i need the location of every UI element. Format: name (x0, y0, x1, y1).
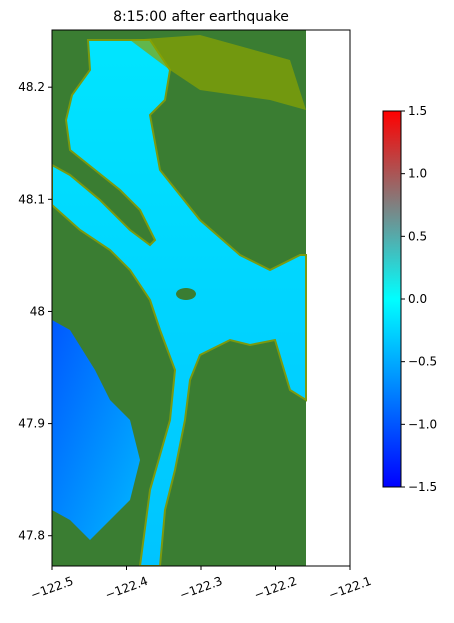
island (176, 288, 196, 300)
x-tick-label: −122.5 (29, 574, 76, 602)
y-tick-label: 48 (30, 304, 45, 318)
colorbar: −1.5 −1.0 −0.5 0.0 0.5 1.0 1.5 (382, 104, 437, 494)
y-tick-label: 47.8 (18, 529, 45, 543)
colorbar-tick-label: 1.0 (408, 167, 427, 181)
x-tick-label: −122.4 (103, 574, 150, 602)
colorbar-tick-label: −1.0 (408, 417, 437, 431)
colorbar-tick-label: −0.5 (408, 355, 437, 369)
colorbar-tick-label: −1.5 (408, 480, 437, 494)
water-deep (52, 320, 140, 540)
colorbar-scale (382, 110, 402, 488)
y-tick-label: 47.9 (18, 417, 45, 431)
colorbar-tick-label: 1.5 (408, 104, 427, 118)
x-tick-label: −122.3 (178, 574, 225, 602)
colorbar-tick-label: 0.5 (408, 229, 427, 243)
chart-title: 8:15:00 after earthquake (113, 9, 289, 25)
colorbar-tick-label: 0.0 (408, 292, 427, 306)
map-image (52, 30, 307, 566)
water (52, 39, 307, 566)
x-tick-label: −122.2 (252, 574, 299, 602)
y-tick-label: 48.1 (18, 192, 45, 206)
x-tick-label: −122.1 (327, 574, 374, 602)
y-tick-label: 48.2 (18, 80, 45, 94)
shallows (130, 35, 306, 110)
